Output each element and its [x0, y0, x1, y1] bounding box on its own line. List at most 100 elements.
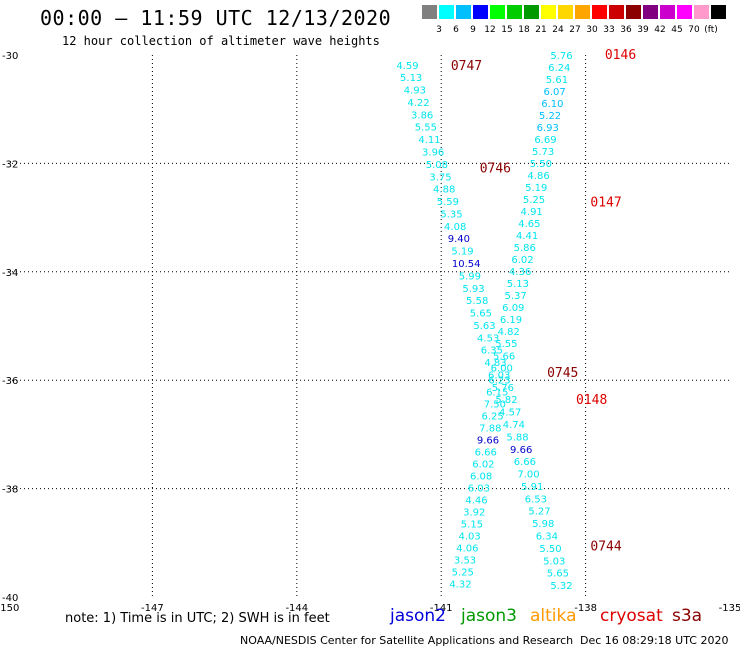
satellite-name: jason2 — [390, 606, 446, 626]
swh-value-track-b: 5.61 — [546, 75, 568, 86]
lat-tick-label: -40 — [2, 593, 18, 604]
legend-label: 21 — [535, 25, 547, 35]
legend-swatch — [524, 5, 539, 19]
swh-value-track-b: 6.93 — [537, 123, 559, 134]
legend-swatch — [660, 5, 675, 19]
legend-label: 15 — [501, 25, 513, 35]
swh-value-track-a: 5.82 — [495, 395, 517, 406]
swh-value-track-b: 5.19 — [525, 183, 547, 194]
lon-tick-label: -144 — [285, 603, 308, 614]
legend-swatch — [422, 5, 437, 19]
swh-value-track-a: 5.88 — [506, 432, 528, 443]
swh-value-track-a: 3.75 — [429, 172, 451, 183]
swh-value-track-b: 4.03 — [459, 531, 481, 542]
swh-value-track-b: 6.24 — [548, 63, 570, 74]
swh-value-track-b: 6.69 — [534, 135, 556, 146]
swh-value-track-b: 3.53 — [454, 555, 476, 566]
lat-tick-label: -34 — [2, 268, 18, 279]
swh-value-track-a: 5.65 — [547, 569, 569, 580]
swh-value-track-a: 6.34 — [536, 532, 558, 543]
credit-line: NOAA/NESDIS Center for Satellite Applica… — [240, 634, 574, 647]
swh-value-track-b: 4.91 — [521, 207, 543, 218]
swh-value-track-b: 7.88 — [479, 423, 501, 434]
legend-label: (ft) — [704, 25, 718, 35]
swh-value-track-b: 6.23 — [488, 375, 510, 386]
lat-tick-label: -38 — [2, 485, 18, 496]
swh-value-track-a: 6.35 — [481, 346, 503, 357]
swh-value-track-b: 5.22 — [539, 111, 561, 122]
swh-value-track-a: 4.57 — [499, 408, 521, 419]
swh-value-track-a: 6.03 — [488, 370, 510, 381]
swh-value-track-b: 5.25 — [523, 195, 545, 206]
legend-swatch — [677, 5, 692, 19]
legend-swatch — [626, 5, 641, 19]
lon-tick-label: -147 — [141, 603, 164, 614]
legend-label: 6 — [453, 25, 459, 35]
legend-swatch — [473, 5, 488, 19]
swh-value-track-a: 5.55 — [415, 123, 437, 134]
swh-value-track-a: 5.76 — [492, 383, 514, 394]
swh-value-track-a: 5.08 — [426, 160, 448, 171]
legend-swatch — [558, 5, 573, 19]
swh-value-track-a: 9.40 — [448, 234, 470, 245]
legend-label: 45 — [671, 25, 683, 35]
swh-value-track-a: 7.00 — [517, 470, 539, 481]
swh-value-track-a: 5.13 — [400, 73, 422, 84]
legend-label: 42 — [654, 25, 666, 35]
swh-value-track-b: 5.55 — [495, 339, 517, 350]
legend-label: 27 — [569, 25, 581, 35]
swh-value-track-b: 6.19 — [500, 315, 522, 326]
swh-value-track-a: 5.99 — [459, 271, 481, 282]
chart-subtitle: 12 hour collection of altimeter wave hei… — [62, 34, 380, 48]
swh-value-track-a: 4.88 — [433, 185, 455, 196]
swh-value-track-a: 5.91 — [521, 482, 543, 493]
footer-note: note: 1) Time is in UTC; 2) SWH is in fe… — [65, 611, 330, 626]
lon-tick-label: -141 — [430, 603, 453, 614]
swh-value-track-b: 5.50 — [530, 159, 552, 170]
pass-time-label: 0747 — [451, 59, 482, 74]
swh-value-track-b: 4.86 — [527, 171, 549, 182]
swh-value-track-a: 4.74 — [503, 420, 525, 431]
legend-label: 3 — [436, 25, 442, 35]
swh-value-track-a: 5.03 — [543, 556, 565, 567]
legend-swatch — [456, 5, 471, 19]
legend-swatch — [643, 5, 658, 19]
legend-label: 70 — [688, 25, 700, 35]
satellite-name: cryosat — [600, 606, 663, 626]
swh-value-track-b: 6.03 — [468, 483, 490, 494]
swh-value-track-a: 5.93 — [462, 284, 484, 295]
swh-value-track-b: 6.10 — [541, 99, 563, 110]
swh-value-track-b: 5.13 — [507, 279, 529, 290]
legend-swatch — [575, 5, 590, 19]
satellite-name: jason3 — [461, 606, 517, 626]
swh-value-track-b: 5.37 — [504, 291, 526, 302]
legend-swatch — [507, 5, 522, 19]
pass-time-label: 0147 — [590, 195, 621, 210]
swh-value-track-a: 5.98 — [532, 519, 554, 530]
swh-value-track-a: 4.83 — [484, 358, 506, 369]
swh-value-track-b: 5.15 — [461, 519, 483, 530]
lon-tick-label: -150 — [0, 603, 19, 614]
swh-value-track-a: 5.59 — [437, 197, 459, 208]
swh-value-track-b: 4.41 — [516, 231, 538, 242]
swh-value-track-a: 5.27 — [528, 507, 550, 518]
swh-value-track-b: 4.65 — [518, 219, 540, 230]
swh-value-track-b: 3.92 — [463, 507, 485, 518]
lat-tick-label: -30 — [2, 51, 18, 62]
generation-timestamp: Dec 16 08:29:18 UTC 2020 — [580, 634, 729, 647]
legend-label: 39 — [637, 25, 649, 35]
swh-value-track-b: 4.32 — [449, 579, 471, 590]
swh-value-track-a: 5.32 — [550, 581, 572, 592]
lon-tick-label: -135 — [719, 603, 740, 614]
swh-value-track-b: 5.86 — [514, 243, 536, 254]
pass-time-label: 0146 — [605, 48, 636, 63]
swh-value-track-b: 6.07 — [544, 87, 566, 98]
swh-value-track-b: 5.66 — [493, 351, 515, 362]
pass-time-label: 0745 — [547, 366, 578, 381]
legend-swatch — [592, 5, 607, 19]
lat-tick-label: -32 — [2, 159, 18, 170]
legend-label: 30 — [586, 25, 598, 35]
legend-swatch — [541, 5, 556, 19]
legend-swatch — [711, 5, 726, 19]
swh-value-track-b: 6.02 — [511, 255, 533, 266]
